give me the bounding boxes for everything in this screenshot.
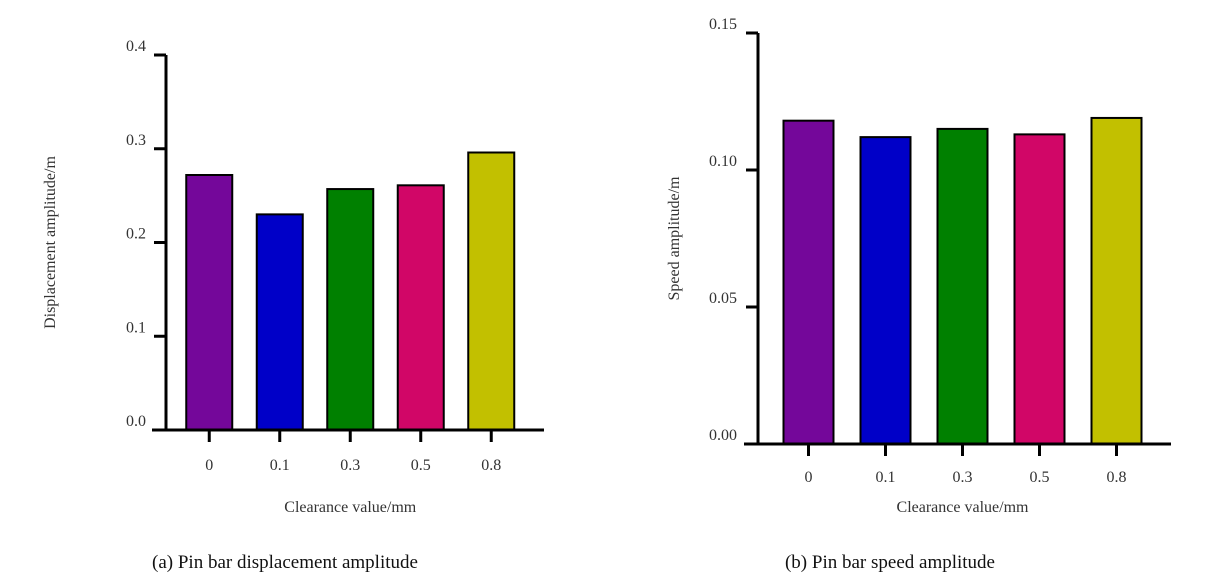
x-tick-label: 0.5: [1030, 469, 1050, 486]
figure-caption: (b) Pin bar speed amplitude: [785, 552, 995, 573]
y-ticks: 0.00 0.05 0.10 0.15: [709, 16, 758, 446]
bar-0_3: [326, 188, 375, 431]
y-tick-label: 0.05: [709, 290, 737, 307]
x-axis-title: Clearance value/mm: [284, 499, 416, 516]
x-tick-label: 0.8: [1107, 469, 1127, 486]
y-tick-label: 0.10: [709, 153, 737, 170]
bar-0_5: [1013, 133, 1066, 445]
x-tick-labels: 0 0.1 0.3 0.5 0.8: [805, 444, 1127, 486]
bar-0: [185, 174, 234, 431]
bar-0_3: [936, 127, 989, 445]
y-tick-label: 0.00: [709, 427, 737, 444]
y-tick-label: 0.4: [126, 38, 146, 55]
y-tick-label: 0.15: [709, 16, 737, 33]
bar-0_8: [1090, 116, 1143, 445]
bar-0: [782, 119, 835, 446]
x-tick-label: 0.3: [340, 457, 360, 474]
bar-0_1: [859, 136, 912, 445]
x-tick-label: 0.1: [270, 457, 290, 474]
bar-0_5: [396, 184, 445, 431]
chart-panel-displacement: 0 0.1 0.3 0.5 0.8 0.0 0.1 0.2 0.3 0.4 Displaceme…: [42, 38, 544, 573]
y-axis-title: Displacement amplitude/m: [42, 156, 59, 329]
y-tick-label: 0.1: [126, 319, 146, 336]
y-tick-label: 0.0: [126, 413, 146, 430]
x-tick-label: 0: [205, 457, 213, 474]
bar-0_1: [255, 213, 304, 431]
y-axis-title: Speed amplitude/m: [666, 176, 683, 301]
y-tick-label: 0.3: [126, 132, 146, 149]
bar-group: [185, 151, 516, 431]
x-tick-label: 0.3: [953, 469, 973, 486]
x-tick-labels: 0 0.1 0.3 0.5 0.8: [205, 430, 501, 474]
y-tick-label: 0.2: [126, 226, 146, 243]
x-tick-label: 0.1: [876, 469, 896, 486]
y-ticks: 0.0 0.1 0.2 0.3 0.4: [126, 38, 166, 432]
x-tick-label: 0.8: [481, 457, 501, 474]
x-tick-label: 0.5: [411, 457, 431, 474]
figure-caption: (a) Pin bar displacement amplitude: [152, 552, 418, 573]
x-axis-title: Clearance value/mm: [897, 499, 1029, 516]
bar-group: [782, 116, 1143, 446]
chart-panel-speed: 0 0.1 0.3 0.5 0.8 0.00 0.05 0.10 0.15 Speed amp…: [666, 16, 1171, 573]
bar-0_8: [467, 151, 516, 431]
x-tick-label: 0: [805, 469, 813, 486]
